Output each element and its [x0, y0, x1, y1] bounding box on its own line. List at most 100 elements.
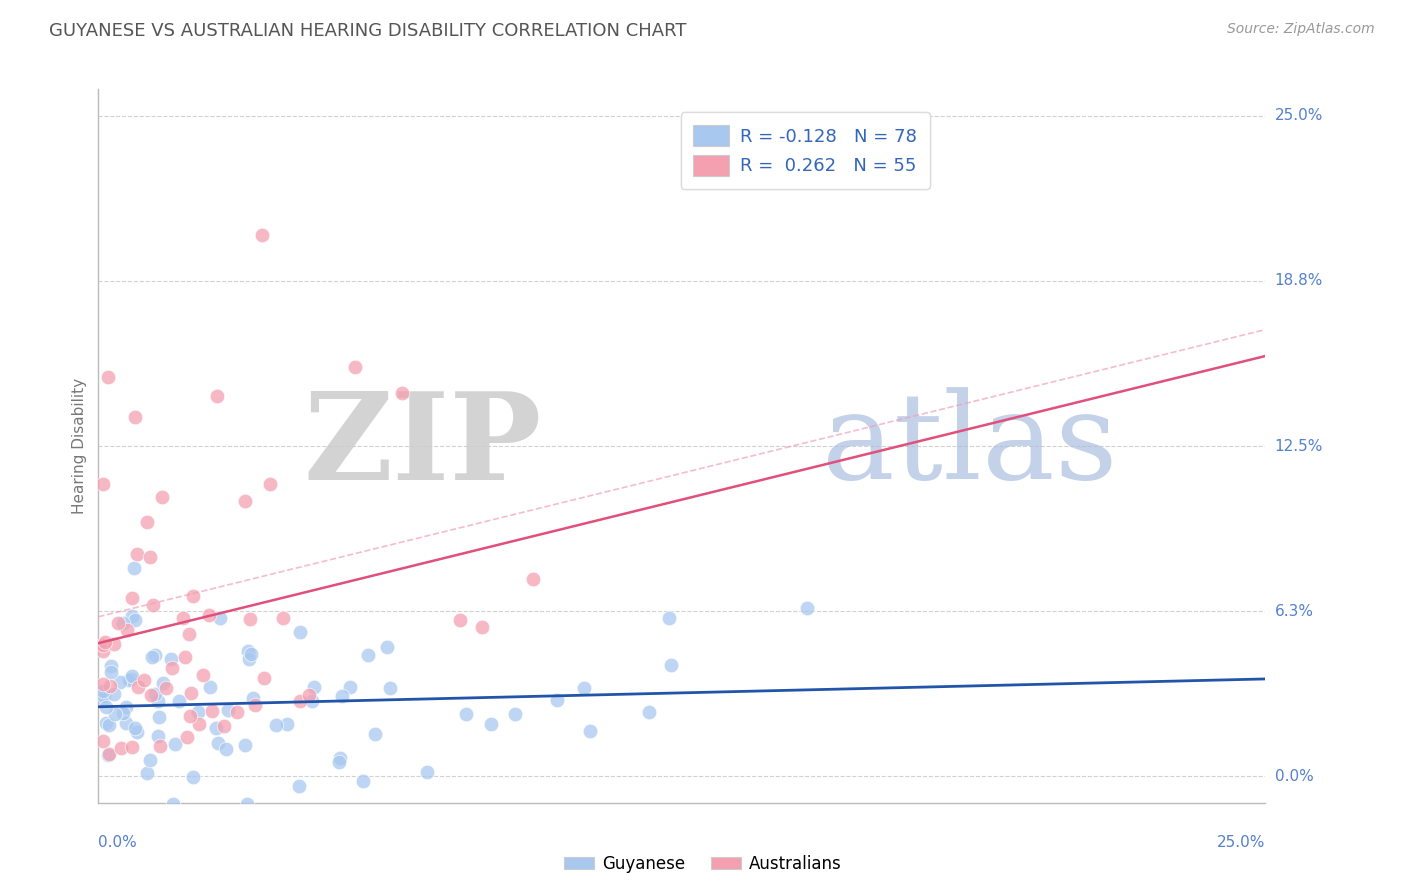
- Point: [198, 680, 221, 694]
- Point: [479, 716, 502, 731]
- Point: [103, 687, 125, 701]
- Point: [217, 703, 239, 717]
- Text: 25.0%: 25.0%: [1275, 108, 1323, 123]
- Point: [658, 611, 681, 625]
- Point: [243, 698, 266, 712]
- Point: [148, 710, 170, 724]
- Text: GUYANESE VS AUSTRALIAN HEARING DISABILITY CORRELATION CHART: GUYANESE VS AUSTRALIAN HEARING DISABILIT…: [49, 22, 686, 40]
- Point: [162, 797, 184, 812]
- Point: [290, 694, 312, 708]
- Point: [214, 719, 236, 733]
- Point: [288, 779, 311, 793]
- Point: [139, 550, 162, 565]
- Point: [215, 742, 238, 756]
- Point: [546, 693, 568, 707]
- Point: [242, 690, 264, 705]
- Point: [449, 613, 471, 627]
- Point: [579, 724, 602, 739]
- Point: [208, 611, 231, 625]
- Text: ZIP: ZIP: [304, 387, 541, 505]
- Point: [107, 616, 129, 631]
- Point: [132, 673, 155, 687]
- Point: [121, 740, 143, 755]
- Point: [127, 725, 149, 739]
- Point: [205, 722, 228, 736]
- Point: [91, 734, 114, 748]
- Point: [91, 644, 114, 658]
- Point: [205, 389, 228, 403]
- Point: [93, 690, 115, 704]
- Point: [180, 686, 202, 700]
- Point: [188, 717, 211, 731]
- Point: [139, 688, 162, 702]
- Text: atlas: atlas: [823, 387, 1119, 505]
- Y-axis label: Hearing Disability: Hearing Disability: [72, 378, 87, 514]
- Point: [152, 676, 174, 690]
- Text: 18.8%: 18.8%: [1275, 273, 1323, 288]
- Point: [301, 694, 323, 708]
- Point: [250, 227, 273, 242]
- Point: [97, 748, 120, 763]
- Point: [115, 700, 138, 714]
- Point: [120, 672, 142, 686]
- Text: 0.0%: 0.0%: [98, 835, 138, 850]
- Point: [91, 684, 114, 698]
- Point: [298, 688, 321, 702]
- Point: [226, 706, 249, 720]
- Point: [91, 693, 114, 707]
- Text: Source: ZipAtlas.com: Source: ZipAtlas.com: [1227, 22, 1375, 37]
- Point: [111, 706, 134, 721]
- Point: [104, 707, 127, 722]
- Point: [125, 547, 148, 561]
- Point: [181, 771, 204, 785]
- Text: 6.3%: 6.3%: [1275, 604, 1313, 619]
- Point: [91, 677, 114, 691]
- Point: [233, 494, 256, 508]
- Point: [207, 736, 229, 750]
- Point: [236, 797, 259, 811]
- Point: [659, 658, 682, 673]
- Point: [503, 706, 526, 721]
- Point: [108, 674, 131, 689]
- Point: [180, 809, 202, 823]
- Point: [146, 693, 169, 707]
- Point: [233, 738, 256, 752]
- Point: [375, 640, 398, 654]
- Point: [253, 671, 276, 685]
- Point: [638, 705, 661, 719]
- Point: [93, 634, 115, 648]
- Point: [328, 755, 350, 769]
- Point: [187, 705, 209, 719]
- Point: [236, 643, 259, 657]
- Point: [172, 611, 194, 625]
- Text: 0.0%: 0.0%: [1275, 769, 1313, 784]
- Point: [173, 650, 195, 665]
- Legend: Guyanese, Australians: Guyanese, Australians: [558, 848, 848, 880]
- Point: [179, 709, 201, 723]
- Point: [115, 623, 138, 637]
- Point: [142, 598, 165, 612]
- Point: [124, 613, 146, 627]
- Point: [146, 729, 169, 743]
- Point: [143, 648, 166, 662]
- Point: [191, 667, 214, 681]
- Point: [352, 773, 374, 788]
- Point: [121, 591, 143, 606]
- Point: [456, 707, 478, 722]
- Point: [97, 747, 120, 761]
- Point: [159, 652, 181, 666]
- Point: [118, 673, 141, 688]
- Point: [124, 410, 146, 425]
- Point: [100, 665, 122, 679]
- Text: 25.0%: 25.0%: [1218, 835, 1265, 850]
- Point: [94, 699, 117, 714]
- Point: [112, 616, 135, 631]
- Point: [363, 726, 385, 740]
- Point: [201, 704, 224, 718]
- Point: [135, 515, 157, 529]
- Point: [339, 680, 361, 694]
- Point: [273, 610, 295, 624]
- Point: [143, 687, 166, 701]
- Text: 12.5%: 12.5%: [1275, 439, 1323, 453]
- Point: [100, 659, 122, 673]
